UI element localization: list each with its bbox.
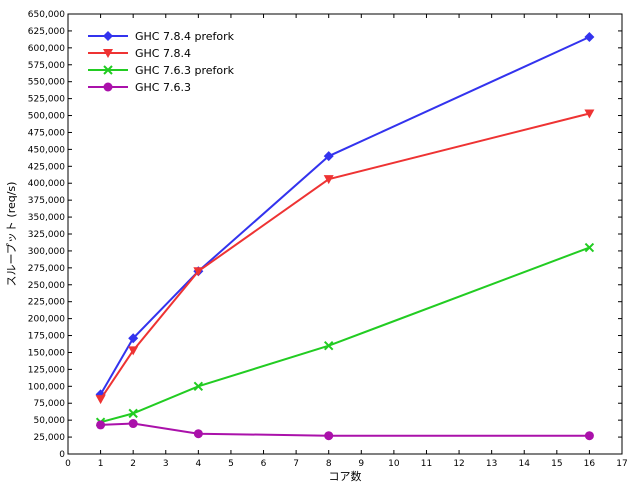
y-tick-label: 0 bbox=[59, 450, 65, 460]
y-tick-label: 200,000 bbox=[28, 315, 65, 325]
y-tick-label: 125,000 bbox=[28, 365, 65, 375]
data-point bbox=[323, 151, 334, 162]
x-tick-label: 3 bbox=[163, 459, 169, 469]
data-point bbox=[584, 109, 595, 119]
y-tick-label: 100,000 bbox=[28, 382, 65, 392]
data-point bbox=[584, 431, 594, 441]
data-point bbox=[128, 419, 138, 429]
legend-item: GHC 7.6.3 prefork bbox=[88, 64, 235, 77]
legend-label: GHC 7.6.3 bbox=[135, 81, 191, 94]
series-1 bbox=[95, 109, 595, 405]
y-tick-label: 350,000 bbox=[28, 213, 65, 223]
x-tick-label: 7 bbox=[293, 459, 299, 469]
y-tick-label: 550,000 bbox=[28, 78, 65, 88]
data-point bbox=[128, 408, 138, 419]
x-tick-label: 0 bbox=[65, 459, 71, 469]
y-tick-label: 650,000 bbox=[28, 10, 65, 20]
y-tick-label: 425,000 bbox=[28, 162, 65, 172]
y-axis: 0 25,000 50,000 75,000 100,000 125,000 150,000… bbox=[28, 10, 622, 460]
x-tick-label: 16 bbox=[584, 459, 596, 469]
y-tick-label: 375,000 bbox=[28, 196, 65, 206]
x-tick-label: 14 bbox=[519, 459, 531, 469]
x-tick-label: 8 bbox=[326, 459, 332, 469]
x-tick-label: 11 bbox=[421, 459, 432, 469]
y-axis-label: スループット (req/s) bbox=[5, 182, 18, 287]
x-tick-label: 17 bbox=[616, 459, 627, 469]
y-tick-label: 525,000 bbox=[28, 95, 65, 105]
data-point bbox=[584, 242, 595, 253]
y-tick-label: 250,000 bbox=[28, 281, 65, 291]
y-tick-label: 325,000 bbox=[28, 230, 65, 240]
legend-label: GHC 7.8.4 prefork bbox=[135, 30, 235, 43]
x-tick-label: 9 bbox=[358, 459, 364, 469]
data-point bbox=[193, 429, 203, 439]
legend: GHC 7.8.4 prefork GHC 7.8.4 GHC 7.6.3 pref… bbox=[88, 30, 235, 94]
y-tick-label: 500,000 bbox=[28, 112, 65, 122]
y-tick-label: 175,000 bbox=[28, 332, 65, 342]
x-tick-label: 6 bbox=[261, 459, 267, 469]
legend-item: GHC 7.8.4 bbox=[88, 47, 191, 60]
x-tick-label: 1 bbox=[98, 459, 104, 469]
plot-area bbox=[67, 13, 623, 455]
legend-marker bbox=[103, 82, 113, 92]
legend-marker bbox=[103, 31, 113, 41]
y-tick-label: 150,000 bbox=[28, 348, 65, 358]
data-point bbox=[323, 175, 334, 185]
y-tick-label: 575,000 bbox=[28, 61, 65, 71]
data-point bbox=[128, 333, 139, 344]
x-axis: 0 1 2 3 4 5 6 7 8 9 10 11 12 13 14 15 16 17 bbox=[65, 14, 628, 469]
legend-marker bbox=[103, 49, 113, 58]
y-tick-label: 50,000 bbox=[34, 416, 66, 426]
y-tick-label: 600,000 bbox=[28, 44, 65, 54]
legend-item: GHC 7.6.3 bbox=[88, 81, 191, 94]
y-tick-label: 25,000 bbox=[34, 433, 66, 443]
legend-marker bbox=[103, 65, 113, 75]
y-tick-label: 450,000 bbox=[28, 145, 65, 155]
data-point bbox=[96, 420, 106, 430]
y-tick-label: 625,000 bbox=[28, 27, 65, 37]
data-point bbox=[128, 346, 139, 356]
data-point bbox=[193, 267, 204, 277]
x-tick-label: 4 bbox=[195, 459, 201, 469]
data-point bbox=[324, 431, 334, 441]
x-tick-label: 13 bbox=[486, 459, 497, 469]
y-tick-label: 225,000 bbox=[28, 298, 65, 308]
y-tick-label: 400,000 bbox=[28, 179, 65, 189]
x-tick-label: 2 bbox=[130, 459, 136, 469]
legend-label: GHC 7.6.3 prefork bbox=[135, 64, 235, 77]
data-point bbox=[193, 381, 204, 392]
data-point bbox=[323, 340, 334, 351]
x-tick-label: 15 bbox=[551, 459, 562, 469]
series-layer bbox=[95, 32, 595, 441]
x-axis-label: コア数 bbox=[329, 470, 362, 483]
y-tick-label: 75,000 bbox=[34, 399, 66, 409]
y-tick-label: 475,000 bbox=[28, 128, 65, 138]
x-tick-label: 12 bbox=[453, 459, 464, 469]
legend-item: GHC 7.8.4 prefork bbox=[88, 30, 235, 43]
data-point bbox=[584, 32, 595, 43]
legend-label: GHC 7.8.4 bbox=[135, 47, 191, 60]
y-tick-label: 275,000 bbox=[28, 264, 65, 274]
x-tick-label: 10 bbox=[388, 459, 400, 469]
y-tick-label: 300,000 bbox=[28, 247, 65, 257]
x-tick-label: 5 bbox=[228, 459, 234, 469]
series-3 bbox=[96, 419, 594, 441]
data-point bbox=[95, 395, 106, 405]
